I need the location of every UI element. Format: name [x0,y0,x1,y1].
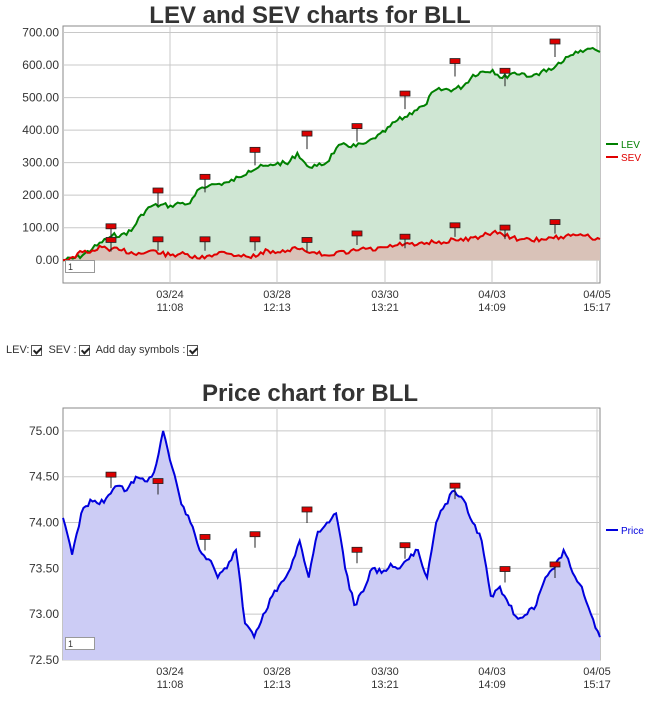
sev-day-marker [351,230,363,237]
price-day-marker [399,542,411,549]
sev-toggle[interactable]: SEV : [48,344,91,356]
lev-day-marker [105,223,117,230]
lev-day-marker [199,173,211,180]
y-tick-label: 72.50 [29,653,59,667]
x-tick-date: 04/03 [478,666,506,678]
price-day-marker [449,482,461,489]
price-day-marker [499,566,511,572]
x-tick-time: 14:09 [478,679,506,691]
sev-day-marker [499,224,511,231]
day-symbols-toggle[interactable]: Add day symbols : [96,344,201,356]
y-tick-label: 75.00 [29,424,59,438]
lev-day-marker [249,146,261,153]
lev-day-marker [449,58,461,64]
x-tick-time: 15:17 [583,302,611,314]
y-tick-label: 74.50 [29,470,59,484]
y-tick-label: 400.00 [22,123,59,137]
lev-day-marker [399,90,411,97]
legend-sev-label: SEV [621,153,641,164]
y-tick-label: 74.00 [29,516,59,530]
price-area [63,430,600,660]
chart-controls: LEV: SEV : Add day symbols : [6,344,204,356]
y-tick-label: 73.50 [29,561,59,575]
day-symbols-checkbox[interactable] [187,344,199,356]
price-day-marker [152,478,164,484]
legend-lev-label: LEV [621,140,640,151]
lev-toggle-label: LEV: [6,344,30,356]
sev-day-marker [152,236,164,243]
price-day-marker [199,534,211,540]
chart2-range-input[interactable]: 1 [65,637,95,650]
lev-day-marker [152,187,164,194]
chart1-range-input[interactable]: 1 [65,260,95,273]
x-tick-date: 03/30 [371,289,399,301]
price-day-marker [249,531,261,538]
y-tick-label: 73.00 [29,607,59,621]
x-tick-date: 03/24 [156,666,184,678]
price-chart-title: Price chart for BLL [201,380,419,407]
x-tick-time: 11:08 [157,302,184,314]
x-tick-time: 13:21 [371,679,399,691]
y-tick-label: 100.00 [22,221,59,235]
x-tick-date: 04/05 [583,289,611,301]
x-tick-date: 03/28 [263,289,291,301]
price-day-marker [351,546,363,553]
x-tick-date: 03/30 [371,666,399,678]
price-line [62,430,601,640]
x-tick-time: 15:17 [583,679,611,691]
sev-day-marker [105,237,117,243]
y-tick-label: 600.00 [22,58,59,72]
day-symbols-label: Add day symbols : [95,344,186,356]
x-tick-time: 12:13 [263,679,291,691]
legend-price-label: Price [621,526,644,537]
y-tick-label: 200.00 [22,188,59,202]
lev-day-marker [351,123,363,129]
x-tick-date: 04/03 [478,289,506,301]
x-tick-date: 03/24 [156,289,184,301]
y-tick-label: 300.00 [22,156,59,170]
sev-day-marker [249,236,261,243]
lev-day-marker [301,130,313,137]
sev-checkbox[interactable] [78,344,90,356]
price-day-marker [301,506,313,513]
sev-toggle-label: SEV : [48,344,77,356]
price-day-marker [105,471,117,478]
lev-line [62,46,601,262]
x-tick-time: 14:09 [478,302,506,314]
x-tick-time: 12:13 [263,302,291,314]
y-tick-label: 0.00 [36,253,60,267]
x-tick-time: 11:08 [157,679,184,691]
y-tick-label: 700.00 [22,26,59,40]
lev-day-marker [499,67,511,74]
sev-day-marker [449,222,461,229]
sev-day-marker [399,233,411,240]
lev-sev-chart-title: LEV and SEV charts for BLL [149,2,471,29]
sev-day-marker [199,236,211,243]
x-tick-date: 04/05 [583,666,611,678]
lev-toggle[interactable]: LEV: [6,344,44,356]
x-tick-time: 13:21 [371,302,399,314]
price-day-marker [549,561,561,568]
lev-day-marker [549,38,561,45]
y-tick-label: 500.00 [22,91,59,105]
lev-checkbox[interactable] [31,344,43,356]
x-tick-date: 03/28 [263,666,291,678]
sev-line [62,229,601,262]
sev-day-marker [301,237,313,243]
sev-day-marker [549,219,561,225]
